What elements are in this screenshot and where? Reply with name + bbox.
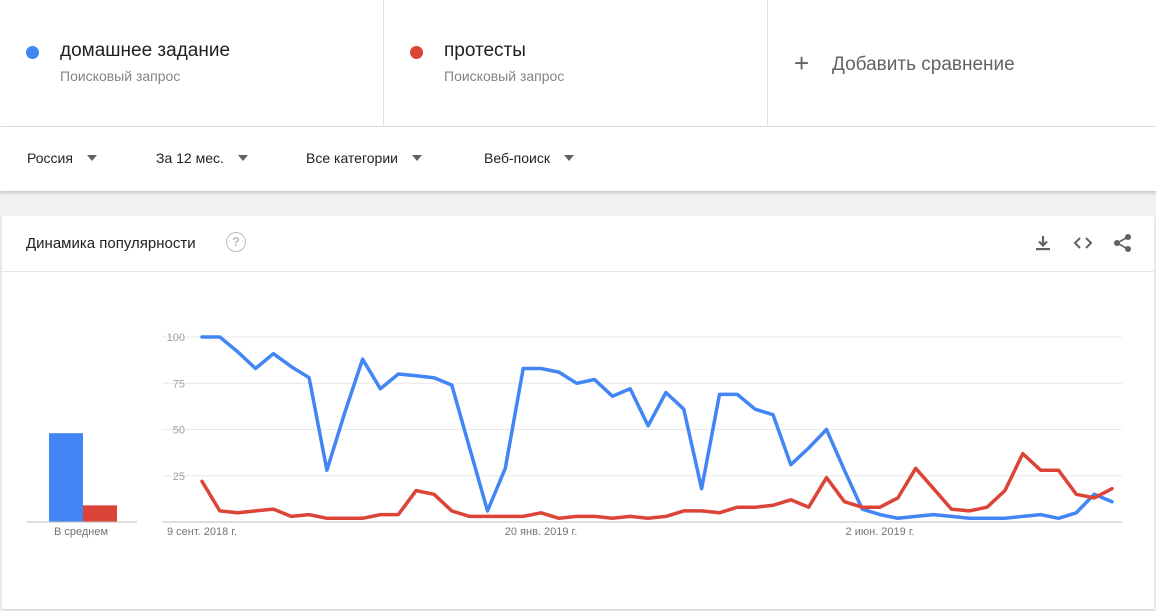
chevron-down-icon [411,155,422,161]
average-bar [83,505,117,522]
term-card-2[interactable]: протесты Поисковый запрос [384,0,768,127]
interest-chart: 25 50 75 100 В среднем 9 сент. 2018 г. 20 ян… [27,332,1122,538]
category-dropdown[interactable]: Все категории [306,150,422,166]
y-tick-label: 75 [173,378,185,390]
term-2-type: Поисковый запрос [444,68,565,84]
region-dropdown[interactable]: Россия [27,150,97,166]
x-tick-labels: 9 сент. 2018 г. 20 янв. 2019 г. 2 июн. 201… [167,526,915,538]
x-tick-label: 2 июн. 2019 г. [846,526,915,538]
y-tick-label: 100 [167,332,185,344]
comparison-bar: домашнее задание Поисковый запрос протес… [0,0,1156,127]
download-icon[interactable] [1032,232,1054,254]
chart-grid [162,336,1122,523]
period-dropdown[interactable]: За 12 мес. [156,150,248,166]
search-type-dropdown[interactable]: Веб-поиск [484,150,574,166]
series-line [200,451,1114,521]
search-type-value: Веб-поиск [484,150,550,166]
average-label: В среднем [54,526,108,538]
term-card-1[interactable]: домашнее задание Поисковый запрос [0,0,384,127]
help-icon[interactable]: ? [226,232,246,252]
filter-bar: Россия За 12 мес. Все категории Веб-поис… [0,127,1156,191]
add-comparison-button[interactable]: + Добавить сравнение [768,0,1156,126]
x-tick-label: 9 сент. 2018 г. [167,526,237,538]
region-value: Россия [27,150,73,166]
chevron-down-icon [563,155,574,161]
term-2-color-dot [410,46,423,59]
card-header: Динамика популярности ? [2,216,1154,272]
average-bars [27,433,137,523]
category-value: Все категории [306,150,398,166]
chart-series [200,335,1114,521]
series-line [200,335,1114,521]
average-bar [49,433,83,522]
x-tick-label: 20 янв. 2019 г. [505,526,578,538]
period-value: За 12 мес. [156,150,224,166]
plus-icon: + [794,48,810,78]
y-tick-label: 25 [173,471,185,483]
term-1-color-dot [26,46,39,59]
card-title: Динамика популярности [26,235,196,252]
chevron-down-icon [86,155,97,161]
term-1-name: домашнее задание [60,40,231,61]
share-icon[interactable] [1112,232,1134,254]
chevron-down-icon [237,155,248,161]
add-comparison-label: Добавить сравнение [832,54,1015,75]
interest-over-time-card: Динамика популярности ? 25 50 75 100 В сред… [2,216,1154,609]
embed-code-icon[interactable] [1072,232,1094,254]
term-1-type: Поисковый запрос [60,68,181,84]
y-tick-labels: 25 50 75 100 [167,332,185,483]
term-2-name: протесты [444,40,526,61]
y-tick-label: 50 [173,425,185,437]
